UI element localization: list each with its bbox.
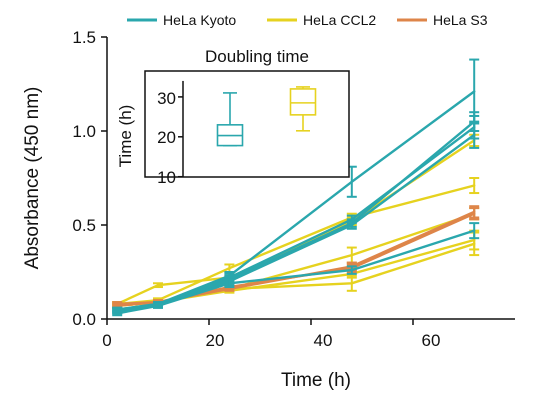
x-tick-label-3: 60 — [422, 331, 441, 350]
inset-doubling-time: Doubling time Time (h) 10 20 30 — [116, 47, 350, 187]
series-hela-s3-5 — [112, 207, 480, 307]
inset-frame — [144, 70, 350, 178]
main-axes: 0.0 0.5 1.0 1.5 0 20 40 60 Time (h) Abso… — [22, 28, 515, 391]
series-line — [115, 242, 476, 307]
box-body — [289, 88, 317, 116]
legend-entry-hela-ccl2: HeLa CCL2 — [267, 12, 376, 28]
box-hela-kyoto — [216, 92, 244, 147]
legend: HeLa Kyoto HeLa CCL2 HeLa S3 — [127, 12, 488, 28]
series-hela-kyoto-11 — [112, 222, 480, 315]
y-tick-label-0: 0.0 — [72, 310, 96, 329]
series-line — [115, 212, 476, 307]
x-tick-label-2: 40 — [314, 331, 333, 350]
legend-entry-hela-s3: HeLa S3 — [397, 12, 488, 28]
main-ticks — [101, 36, 414, 325]
inset-y-tick-label-2: 30 — [157, 89, 176, 108]
legend-label-hela-ccl2: HeLa CCL2 — [303, 12, 376, 28]
inset-ticks — [178, 80, 184, 178]
series-hela-ccl2-2 — [112, 207, 480, 309]
series-line — [115, 212, 476, 306]
series-layer — [112, 58, 480, 317]
x-tick-label-0: 0 — [102, 331, 111, 350]
legend-label-hela-kyoto: HeLa Kyoto — [163, 12, 236, 28]
inset-y-axis-title: Time (h) — [116, 105, 135, 168]
x-axis-title: Time (h) — [281, 370, 351, 391]
legend-entry-hela-kyoto: HeLa Kyoto — [127, 12, 236, 28]
y-tick-label-1: 0.5 — [72, 216, 96, 235]
box-layer — [216, 86, 317, 147]
y-tick-label-2: 1.0 — [72, 122, 96, 141]
series-hela-s3-6 — [112, 205, 480, 309]
inset-title: Doubling time — [205, 47, 309, 66]
y-axis-title: Absorbance (450 nm) — [22, 87, 43, 270]
inset-y-tick-label-1: 20 — [157, 128, 176, 147]
inset-y-tick-label-0: 10 — [157, 168, 176, 187]
legend-label-hela-s3: HeLa S3 — [433, 12, 488, 28]
box-hela-ccl2 — [289, 86, 317, 132]
y-tick-label-3: 1.5 — [72, 28, 96, 47]
x-tick-label-1: 20 — [206, 331, 225, 350]
